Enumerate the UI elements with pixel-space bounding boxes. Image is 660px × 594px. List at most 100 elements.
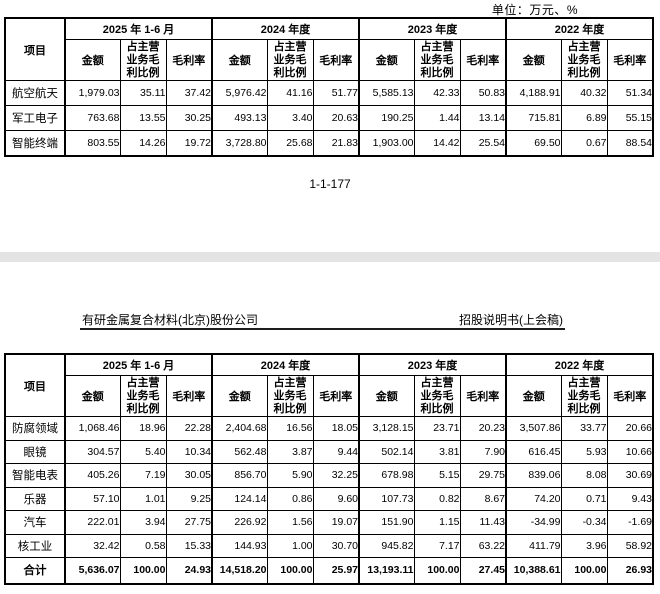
value-cell: 30.70 [312,533,360,558]
year-header-2023: 2023 年度 [358,353,507,376]
amount-header: 金额 [64,375,121,417]
item-column-header: 项目 [4,353,66,417]
value-cell: 14.26 [119,130,167,156]
row-label: 防腐领域 [4,416,66,441]
value-cell: 3.81 [413,439,461,464]
value-cell: 50.83 [459,80,507,106]
value-cell: 562.48 [211,439,268,464]
year-header-2024: 2024 年度 [211,353,360,376]
value-cell: 21.83 [312,130,360,156]
value-cell: 502.14 [358,439,415,464]
row-label: 汽车 [4,510,66,535]
value-cell: 3.96 [560,533,608,558]
page-separator [0,252,660,262]
value-cell: 20.23 [459,416,507,441]
value-cell: 5,585.13 [358,80,415,106]
value-cell: 9.25 [165,486,213,511]
year-header-2025h1: 2025 年 1-6 月 [64,353,213,376]
value-cell: 41.16 [266,80,314,106]
value-cell: 100.00 [413,557,461,584]
value-cell: -34.99 [505,510,562,535]
value-cell: 8.08 [560,463,608,488]
value-cell: -0.34 [560,510,608,535]
value-cell: 8.67 [459,486,507,511]
value-cell: 144.93 [211,533,268,558]
value-cell: 40.32 [560,80,608,106]
value-cell: 18.05 [312,416,360,441]
amount-header: 金额 [358,375,415,417]
amount-header: 金额 [505,375,562,417]
value-cell: 5.90 [266,463,314,488]
value-cell: 107.73 [358,486,415,511]
share-of-gross-profit-header: 占主营业务毛利比例 [413,375,461,417]
value-cell: 1.01 [119,486,167,511]
amount-header: 金额 [211,375,268,417]
table-row: 航空航天 1,979.03 35.11 37.42 5,976.42 41.16 51.77… [4,80,654,106]
gross-margin-header: 毛利率 [312,375,360,417]
value-cell: 124.14 [211,486,268,511]
page2-header: 有研金属复合材料(北京)股份公司 招股说明书(上会稿) [82,311,563,328]
value-cell: 616.45 [505,439,562,464]
row-label: 航空航天 [4,80,66,106]
value-cell: 7.90 [459,439,507,464]
value-cell: 10,388.61 [505,557,562,584]
value-cell: 42.33 [413,80,461,106]
value-cell: 1,903.00 [358,130,415,156]
value-cell: 69.50 [505,130,562,156]
value-cell: 5.93 [560,439,608,464]
year-header-2023: 2023 年度 [358,17,507,40]
value-cell: 190.25 [358,105,415,131]
value-cell: 0.67 [560,130,608,156]
doc-title: 招股说明书(上会稿) [459,313,563,327]
value-cell: 715.81 [505,105,562,131]
value-cell: 20.66 [606,416,654,441]
year-header-2025h1: 2025 年 1-6 月 [64,17,213,40]
gross-profit-by-segment-table-page1: 项目 2025 年 1-6 月 2024 年度 2023 年度 2022 年度 … [4,17,654,157]
value-cell: 100.00 [119,557,167,584]
page-number: 1-1-177 [309,177,351,191]
gross-profit-by-segment-table-page2: 项目 2025 年 1-6 月 2024 年度 2023 年度 2022 年度 … [4,353,654,585]
value-cell: 23.71 [413,416,461,441]
share-of-gross-profit-header: 占主营业务毛利比例 [560,39,608,81]
share-of-gross-profit-header: 占主营业务毛利比例 [560,375,608,417]
table-row: 核工业 32.42 0.58 15.33 144.93 1.00 30.70 945.82 7.… [4,533,654,558]
value-cell: 15.33 [165,533,213,558]
value-cell: 25.97 [312,557,360,584]
value-cell: 16.56 [266,416,314,441]
value-cell: 222.01 [64,510,121,535]
share-of-gross-profit-header: 占主营业务毛利比例 [266,39,314,81]
value-cell: 9.60 [312,486,360,511]
row-label: 智能终端 [4,130,66,156]
value-cell: 839.06 [505,463,562,488]
table-row: 智能终端 803.55 14.26 19.72 3,728.80 25.68 21.83 1,… [4,130,654,156]
gross-margin-header: 毛利率 [606,39,654,81]
value-cell: 5,636.07 [64,557,121,584]
value-cell: 37.42 [165,80,213,106]
value-cell: 856.70 [211,463,268,488]
amount-header: 金额 [505,39,562,81]
value-cell: 678.98 [358,463,415,488]
value-cell: 32.25 [312,463,360,488]
value-cell: 33.77 [560,416,608,441]
value-cell: 304.57 [64,439,121,464]
gross-margin-header: 毛利率 [165,39,213,81]
value-cell: 14,518.20 [211,557,268,584]
value-cell: 13,193.11 [358,557,415,584]
value-cell: 24.93 [165,557,213,584]
value-cell: 51.77 [312,80,360,106]
value-cell: 14.42 [413,130,461,156]
unit-label: 单位：万元、% [491,3,578,17]
value-cell: 493.13 [211,105,268,131]
value-cell: 18.96 [119,416,167,441]
row-label: 军工电子 [4,105,66,131]
value-cell: 0.82 [413,486,461,511]
value-cell: 1,068.46 [64,416,121,441]
value-cell: 5.15 [413,463,461,488]
value-cell: 763.68 [64,105,121,131]
value-cell: 20.63 [312,105,360,131]
value-cell: 19.07 [312,510,360,535]
value-cell: 19.72 [165,130,213,156]
value-cell: 51.34 [606,80,654,106]
value-cell: 6.89 [560,105,608,131]
